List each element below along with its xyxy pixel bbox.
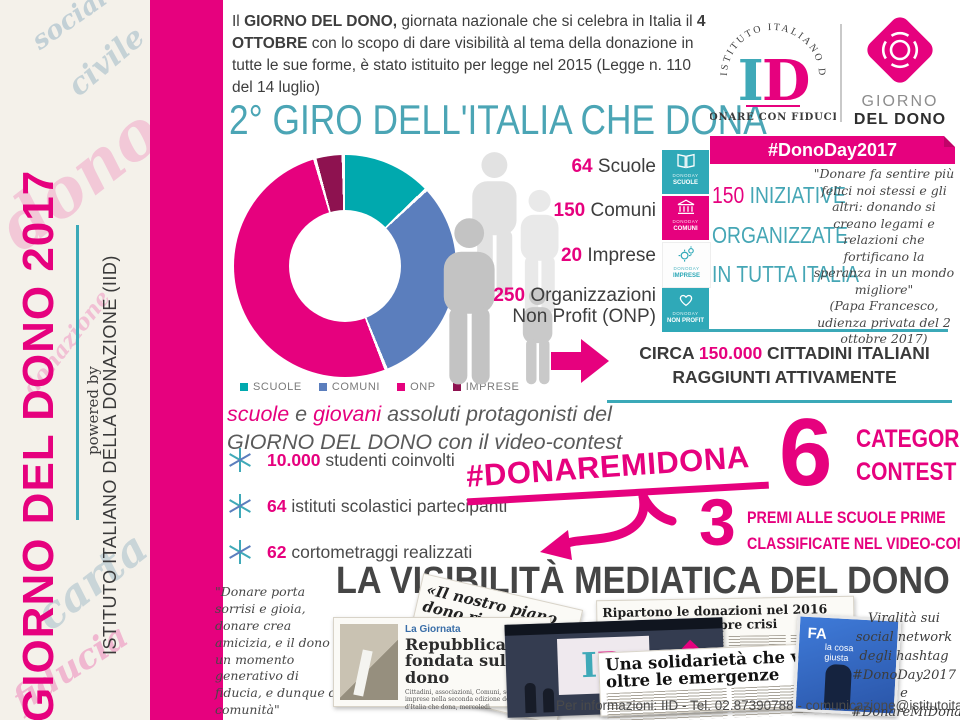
pope-sash: [353, 649, 373, 697]
legend-swatch: [397, 383, 406, 391]
heart-icon: [679, 294, 692, 307]
iid-logo: ISTITUTO ITALIANO DONAZIONE ID DONARE CO…: [700, 2, 846, 137]
iid-tagline: DONARE CON FIDUCIA: [710, 112, 836, 123]
banner-fold-corner: [944, 136, 955, 147]
bullet-cortometraggi: 62 cortometraggi realizzati: [227, 539, 472, 565]
press-headline: Repubblica fondata sul dono: [405, 635, 506, 687]
footer-contact-info: Per informazioni: IID - Tel. 02.87390788…: [556, 698, 960, 713]
gdd-logo-line1: GIORNO: [861, 93, 939, 110]
categorie-number: 6: [779, 399, 833, 506]
divider-line: [700, 329, 948, 332]
curved-arrow-icon: [540, 494, 677, 560]
stat-comuni: 150 Comuni: [553, 200, 656, 221]
reach-statement: CIRCA 150.000 CITTADINI ITALIANI RAGGIUN…: [639, 343, 930, 387]
press-body: Cittadini, associazioni, Comuni, scuole …: [405, 688, 528, 711]
legend-item: COMUNI: [318, 381, 380, 393]
stat-imprese: 20 Imprese: [560, 245, 656, 266]
bank-icon: [677, 199, 694, 215]
press-kicker: La Giornata: [405, 624, 461, 635]
pope-photo: [340, 624, 398, 700]
mattarella-quote: "Donare porta sorrisi e gioia, donare cr…: [215, 584, 342, 720]
gears-icon: [678, 246, 694, 262]
legend-item: ONP: [397, 381, 436, 393]
tv-figure: [524, 682, 537, 714]
svg-text:ID: ID: [738, 48, 809, 114]
social-virality-note: Viralità sui social network degli hashta…: [851, 611, 960, 720]
legend-swatch: [318, 383, 327, 391]
sidebar-divider-line: [76, 225, 79, 520]
legend-swatch: [240, 383, 248, 391]
donut-chart: [234, 155, 456, 377]
sidebar-texture: sociale civile dono donazione carta fidu…: [0, 0, 150, 720]
logo-divider: [840, 24, 842, 122]
poster-title-vertical: GIORNO DEL DONO 2017: [14, 169, 63, 720]
iniziative-block: 150 INIZIATIVE ORGANIZZATE IN TUTTA ITAL…: [712, 182, 860, 288]
organization-name-vertical: ISTITUTO ITALIANO DELLA DONAZIONE (IID): [100, 255, 120, 655]
giorno-del-dono-logo: GIORNO DEL DONO: [848, 12, 952, 129]
bullet-studenti: 10.000 studenti coinvolti: [227, 447, 455, 473]
book-icon: [676, 153, 695, 169]
main-title: 2° GIRO DELL'ITALIA CHE DONA: [229, 96, 767, 143]
premi-label: PREMI ALLE SCUOLE PRIME CLASSIFICATE NEL…: [747, 508, 960, 553]
gdd-diamond-icon: [867, 17, 933, 83]
donoday-hashtag-banner: #DonoDay2017: [710, 136, 955, 164]
asterisk-icon: [229, 448, 251, 472]
pink-accent-bar: [150, 0, 223, 720]
premi-number: 3: [699, 485, 736, 559]
gdd-logo-line2: DEL DONO: [853, 111, 947, 128]
asterisk-icon: [229, 494, 251, 518]
tv-figure: [542, 688, 555, 713]
categorie-label: CATEGORIE CONTEST: [856, 425, 960, 486]
stat-onp: 250 Organizzazioni Non Profit (ONP): [493, 285, 656, 327]
intro-paragraph: Il GIORNO DEL DONO, giornata nazionale c…: [232, 13, 706, 96]
badge-donoday-scuole: DONODAY SCUOLE: [662, 150, 709, 194]
badge-donoday-imprese: DONODAY IMPRESE: [662, 242, 711, 288]
iid-logo-graphic: ISTITUTO ITALIANO DONAZIONE ID DONARE CO…: [700, 2, 846, 123]
bullet-istituti: 64 istituti scolastici partecipanti: [227, 493, 507, 519]
papa-francesco-quote: "Donare fa sentire più felici noi stessi…: [813, 166, 955, 346]
badge-donoday-comuni: DONODAY COMUNI: [662, 196, 709, 240]
legend-item: SCUOLE: [240, 381, 302, 393]
legend-swatch: [452, 383, 461, 391]
family-silhouettes: [443, 152, 559, 385]
protagonisti-text: scuole e giovani assoluti protagonisti d…: [227, 402, 623, 454]
stat-scuole: 64 Scuole: [571, 156, 656, 177]
divider-line: [607, 400, 952, 403]
badge-donoday-nonprofit: DONODAY NON PROFIT: [662, 288, 709, 332]
chart-legend: SCUOLE COMUNI ONP IMPRESE: [240, 381, 519, 393]
right-arrow-icon: [551, 339, 609, 383]
asterisk-icon: [229, 540, 251, 564]
donut-chart-hole: [289, 210, 401, 322]
